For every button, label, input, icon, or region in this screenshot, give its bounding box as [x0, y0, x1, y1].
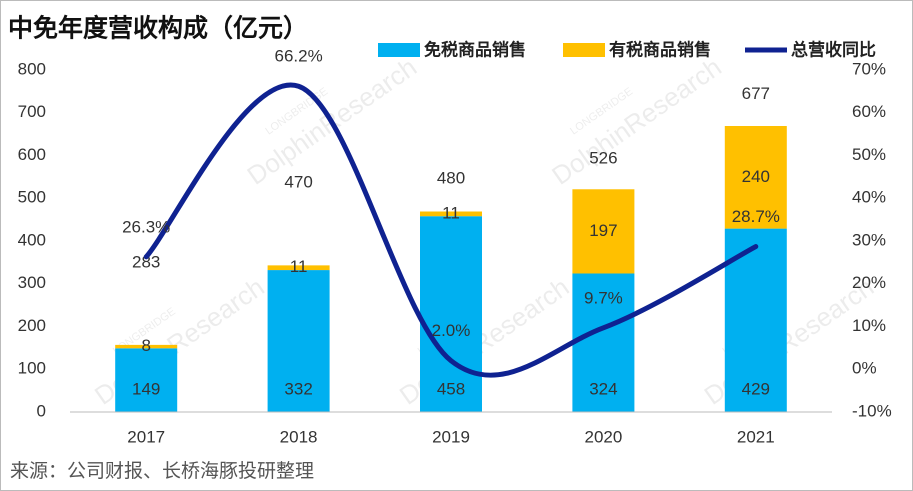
y2-tick-label: 20%	[852, 273, 886, 292]
x-tick-label: 2018	[280, 427, 318, 446]
bar-value-label: 8	[141, 336, 150, 355]
bar-value-label: 149	[132, 379, 160, 398]
y2-tick-label: 10%	[852, 316, 886, 335]
line-value-label: 66.2%	[274, 47, 322, 66]
y2-tick-label: -10%	[852, 401, 892, 420]
total-label: 470	[284, 173, 312, 192]
y-tick-label: 100	[18, 359, 46, 378]
x-tick-label: 2017	[127, 427, 165, 446]
y2-tick-label: 0%	[852, 359, 877, 378]
y-tick-label: 0	[37, 401, 46, 420]
bar-value-label: 324	[589, 379, 617, 398]
bar-segment	[115, 348, 178, 412]
total-label: 526	[589, 149, 617, 168]
bar-segment	[267, 270, 330, 412]
source-note: 来源：公司财报、长桥海豚投研整理	[10, 460, 314, 482]
legend-label: 免税商品销售	[424, 39, 526, 59]
line-value-label: 28.7%	[732, 207, 780, 226]
y2-tick-label: 60%	[852, 102, 886, 121]
bar-value-label: 458	[437, 379, 465, 398]
bar-value-label: 197	[589, 221, 617, 240]
y-tick-label: 200	[18, 316, 46, 335]
y-tick-label: 600	[18, 145, 46, 164]
y-tick-label: 800	[18, 59, 46, 78]
legend-swatch	[378, 43, 420, 57]
bar-segment	[572, 189, 635, 274]
y2-tick-label: 30%	[852, 230, 886, 249]
bar-segment	[724, 126, 787, 229]
bar-value-label: 429	[742, 379, 770, 398]
line-value-label: 26.3%	[122, 217, 170, 236]
bar-segment	[115, 344, 178, 349]
y2-tick-label: 70%	[852, 59, 886, 78]
bar-value-label: 332	[284, 379, 312, 398]
bar-value-label: 11	[290, 257, 308, 276]
bar-segment	[267, 265, 330, 271]
y-tick-label: 500	[18, 188, 46, 207]
line-value-label: 9.7%	[584, 288, 623, 307]
bar-segment	[572, 273, 635, 412]
total-label: 677	[742, 84, 770, 103]
line-series	[143, 82, 759, 378]
chart-title: 中免年度营收构成（亿元）	[8, 14, 308, 43]
bar-value-label: 11	[442, 203, 460, 222]
y2-tick-label: 40%	[852, 188, 886, 207]
y-tick-label: 700	[18, 102, 46, 121]
y-tick-label: 300	[18, 273, 46, 292]
x-tick-label: 2019	[432, 427, 470, 446]
total-label: 283	[132, 253, 160, 272]
x-tick-label: 2021	[737, 427, 775, 446]
y-tick-label: 400	[18, 230, 46, 249]
bar-segment	[420, 216, 482, 412]
y2-tick-label: 50%	[852, 145, 886, 164]
legend-label: 总营收同比	[791, 39, 876, 59]
bar-segment	[420, 211, 482, 217]
x-tick-label: 2020	[584, 427, 622, 446]
legend-label: 有税商品销售	[609, 39, 711, 59]
total-label: 480	[437, 168, 465, 187]
bar-value-label: 240	[742, 167, 770, 186]
line-value-label: 2.0%	[432, 321, 471, 340]
legend-swatch	[563, 43, 605, 57]
